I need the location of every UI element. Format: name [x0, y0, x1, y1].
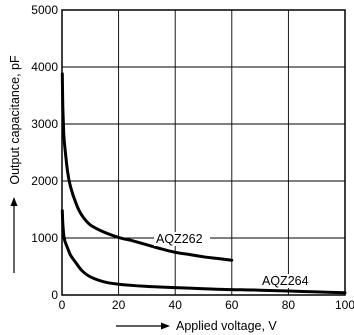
x-axis-title-group: Applied voltage, V: [116, 319, 277, 333]
series-labels: AQZ262 AQZ264: [154, 232, 316, 288]
y-axis-title-group: Output capacitance, pF: [8, 55, 22, 273]
series-lines: [60, 72, 347, 295]
y-tick-label: 5000: [31, 3, 58, 17]
series-label-aqz262: AQZ262: [156, 232, 203, 246]
x-tick-label: 20: [112, 298, 126, 312]
x-axis-arrow-head: [161, 322, 170, 330]
x-tick-label: 40: [169, 298, 183, 312]
y-tick-label: 2000: [31, 174, 58, 188]
x-tick-label: 100: [335, 298, 354, 312]
plot-frame: [61, 9, 346, 296]
x-tick-label: 80: [282, 298, 296, 312]
x-tick-label: 0: [59, 298, 66, 312]
y-tick-label: 4000: [31, 60, 58, 74]
series-label-background: [260, 274, 316, 288]
y-axis-ticks: 0 1000 2000 3000 4000 5000: [31, 3, 58, 302]
y-tick-label: 0: [51, 288, 58, 302]
x-axis-ticks: 0 20 40 60 80 100: [59, 298, 354, 312]
y-axis-arrow-head: [10, 197, 18, 206]
x-axis-title: Applied voltage, V: [176, 319, 277, 333]
series-line-aqz264: [60, 209, 347, 295]
y-tick-label: 1000: [31, 231, 58, 245]
x-tick-label: 60: [225, 298, 239, 312]
y-axis-title: Output capacitance, pF: [8, 55, 22, 185]
y-tick-label: 3000: [31, 117, 58, 131]
series-label-aqz264: AQZ264: [262, 274, 309, 288]
series-line-aqz262: [60, 72, 234, 262]
series-label-background: [154, 232, 210, 246]
grid-lines: [62, 10, 345, 295]
